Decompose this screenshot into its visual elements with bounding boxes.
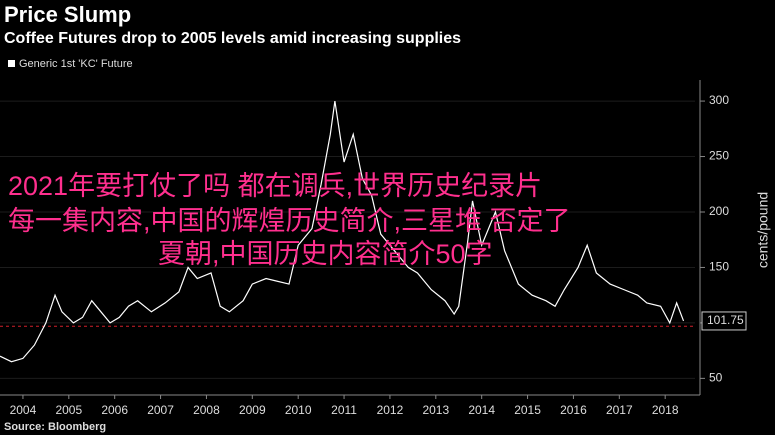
y-tick-label: 50 bbox=[709, 371, 723, 385]
x-tick-label: 2009 bbox=[239, 403, 266, 417]
x-tick-label: 2007 bbox=[147, 403, 174, 417]
source: Source: Bloomberg bbox=[4, 421, 106, 433]
overlay-text: 2021年要打仗了吗 都在调兵,世界历史纪录片 bbox=[8, 171, 542, 201]
x-tick-label: 2005 bbox=[55, 403, 82, 417]
x-tick-label: 2006 bbox=[101, 403, 128, 417]
chart-subtitle: Coffee Futures drop to 2005 levels amid … bbox=[4, 30, 461, 47]
legend-label: Generic 1st 'KC' Future bbox=[19, 58, 133, 70]
x-tick-label: 2015 bbox=[514, 403, 541, 417]
x-tick-label: 2008 bbox=[193, 403, 220, 417]
series-line bbox=[0, 100, 685, 363]
y-axis-label: cents/pound bbox=[755, 192, 771, 268]
legend-swatch bbox=[8, 60, 15, 67]
y-tick-label: 300 bbox=[709, 93, 729, 107]
y-tick-label: 150 bbox=[709, 260, 729, 274]
x-tick-label: 2017 bbox=[606, 403, 633, 417]
x-tick-label: 2018 bbox=[652, 403, 679, 417]
overlay-text: 每一集内容,中国的辉煌历史简介,三星堆 否定了 bbox=[8, 206, 571, 236]
last-value-box bbox=[701, 311, 747, 331]
x-tick-label: 2016 bbox=[560, 403, 587, 417]
x-tick-label: 2014 bbox=[468, 403, 495, 417]
y-tick-label: 200 bbox=[709, 204, 729, 218]
overlay-text: 夏朝,中国历史内容简介50字 bbox=[158, 239, 493, 269]
y-tick-label: 250 bbox=[709, 149, 729, 163]
chart-title: Price Slump bbox=[4, 2, 131, 27]
x-tick-label: 2012 bbox=[377, 403, 404, 417]
x-tick-label: 2013 bbox=[422, 403, 449, 417]
x-tick-label: 2010 bbox=[285, 403, 312, 417]
x-tick-label: 2004 bbox=[10, 403, 37, 417]
x-tick-label: 2011 bbox=[331, 403, 357, 417]
last-value-label: 101.75 bbox=[707, 313, 744, 327]
